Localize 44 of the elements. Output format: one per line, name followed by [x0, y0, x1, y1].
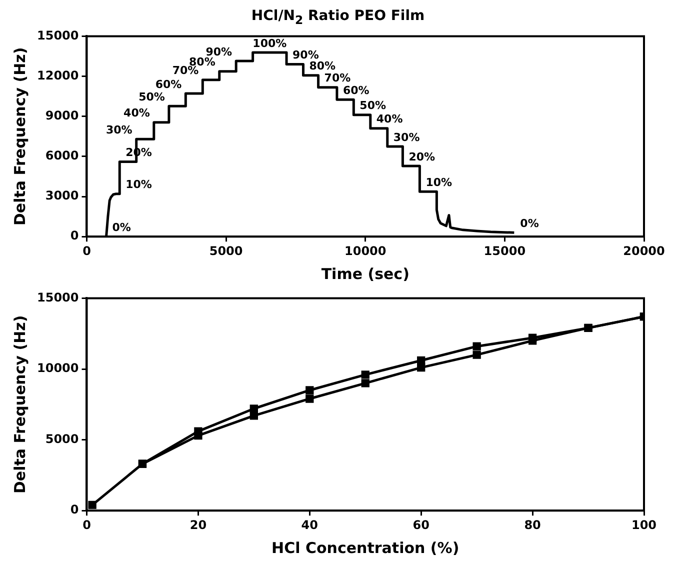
- annotation: 30%: [393, 130, 420, 144]
- annotation: 50%: [360, 99, 386, 112]
- x-axis-title: HCl Concentration (%): [272, 538, 460, 557]
- y-tick-label: 12000: [37, 68, 79, 82]
- annotation: 60%: [155, 78, 182, 91]
- annotation: 0%: [520, 216, 539, 230]
- y-tick-label: 15000: [37, 28, 79, 42]
- annotation: 40%: [376, 112, 403, 126]
- annotation: 60%: [342, 84, 370, 98]
- annotation: 50%: [138, 90, 165, 104]
- y-tick-label: 9000: [45, 108, 79, 122]
- annotation: 40%: [124, 106, 150, 120]
- y-axis-title: Delta Frequency (Hz): [10, 47, 29, 226]
- x-tick-label: 15000: [484, 244, 526, 258]
- y-tick-label: 3000: [45, 188, 79, 203]
- annotation: 30%: [106, 123, 132, 136]
- y-tick-label: 6000: [45, 148, 79, 163]
- x-tick-label: 60: [412, 518, 430, 532]
- annotation: 10%: [126, 178, 152, 192]
- annotation: 0%: [112, 220, 131, 234]
- annotation: 80%: [309, 60, 336, 73]
- annotation: 90%: [292, 48, 319, 62]
- annotation: 70%: [324, 72, 351, 85]
- annotation: 90%: [206, 45, 232, 58]
- y-tick-label: 15000: [37, 290, 79, 304]
- x-tick-label: 0: [82, 244, 91, 258]
- y-tick-label: 10000: [37, 361, 79, 376]
- y-tick-label: 5000: [45, 432, 79, 446]
- y-axis-title: Delta Frequency (Hz): [10, 315, 29, 494]
- y-tick-label: 0: [70, 502, 79, 517]
- x-axis-title: Time (sec): [321, 264, 410, 283]
- annotation: 100%: [252, 36, 287, 50]
- x-tick-label: 40: [301, 518, 318, 532]
- x-tick-label: 20: [190, 518, 207, 532]
- x-tick-label: 80: [524, 518, 541, 532]
- y-tick-label: 0: [70, 228, 79, 243]
- annotation: 10%: [426, 176, 452, 189]
- x-tick-label: 5000: [209, 244, 243, 258]
- x-tick-label: 10000: [344, 244, 386, 258]
- x-tick-label: 0: [82, 518, 91, 532]
- x-tick-label: 100: [631, 518, 657, 532]
- chart-title: HCl/N$_{2}$ Ratio PEO Film: [250, 8, 426, 27]
- annotation: 20%: [408, 150, 436, 164]
- x-tick-label: 20000: [623, 244, 665, 258]
